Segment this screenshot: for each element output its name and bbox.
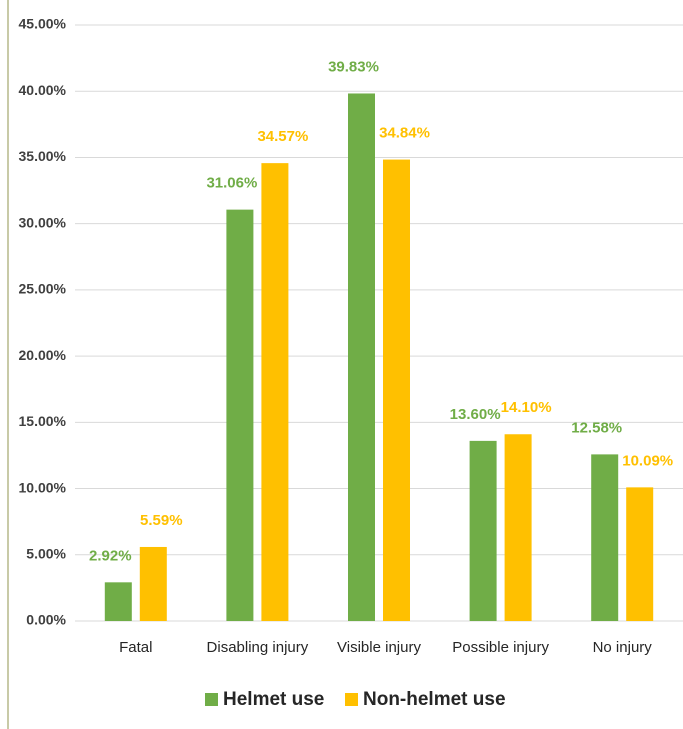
data-label: 2.92% [89,547,132,564]
bar [469,440,497,621]
bar [504,434,532,621]
data-label: 13.60% [450,406,501,423]
data-label: 31.06% [206,175,257,192]
y-tick-label: 0.00% [26,612,66,628]
x-tick-label: Disabling injury [207,639,309,656]
legend-swatch [345,693,358,706]
data-label: 10.09% [622,452,673,469]
y-tick-label: 30.00% [19,214,67,230]
x-tick-label: Visible injury [337,639,421,656]
data-label: 5.59% [140,512,183,529]
bar [104,582,132,621]
data-label: 34.57% [257,128,308,145]
y-tick-label: 35.00% [19,148,67,164]
bar [383,159,410,622]
data-label: 12.58% [571,419,622,436]
bar [261,163,289,621]
y-tick-label: 5.00% [26,545,66,561]
y-tick-label: 40.00% [19,82,67,98]
legend-swatch [205,693,218,706]
y-tick-label: 20.00% [19,347,67,363]
legend-label: Helmet use [223,689,324,710]
data-label: 39.83% [328,58,379,75]
data-label: 14.10% [501,399,552,416]
y-tick-label: 45.00% [19,16,67,32]
bar [226,209,254,621]
bar [626,487,654,621]
y-tick-label: 10.00% [19,479,67,495]
legend-label: Non-helmet use [363,689,506,710]
y-tick-label: 25.00% [19,281,67,297]
y-tick-label: 15.00% [19,413,67,429]
bar [348,93,375,622]
x-tick-label: Possible injury [452,639,549,656]
bar [591,454,619,621]
x-tick-label: Fatal [119,639,152,656]
bar [139,546,167,621]
x-tick-label: No injury [593,639,653,656]
data-label: 34.84% [379,125,430,142]
